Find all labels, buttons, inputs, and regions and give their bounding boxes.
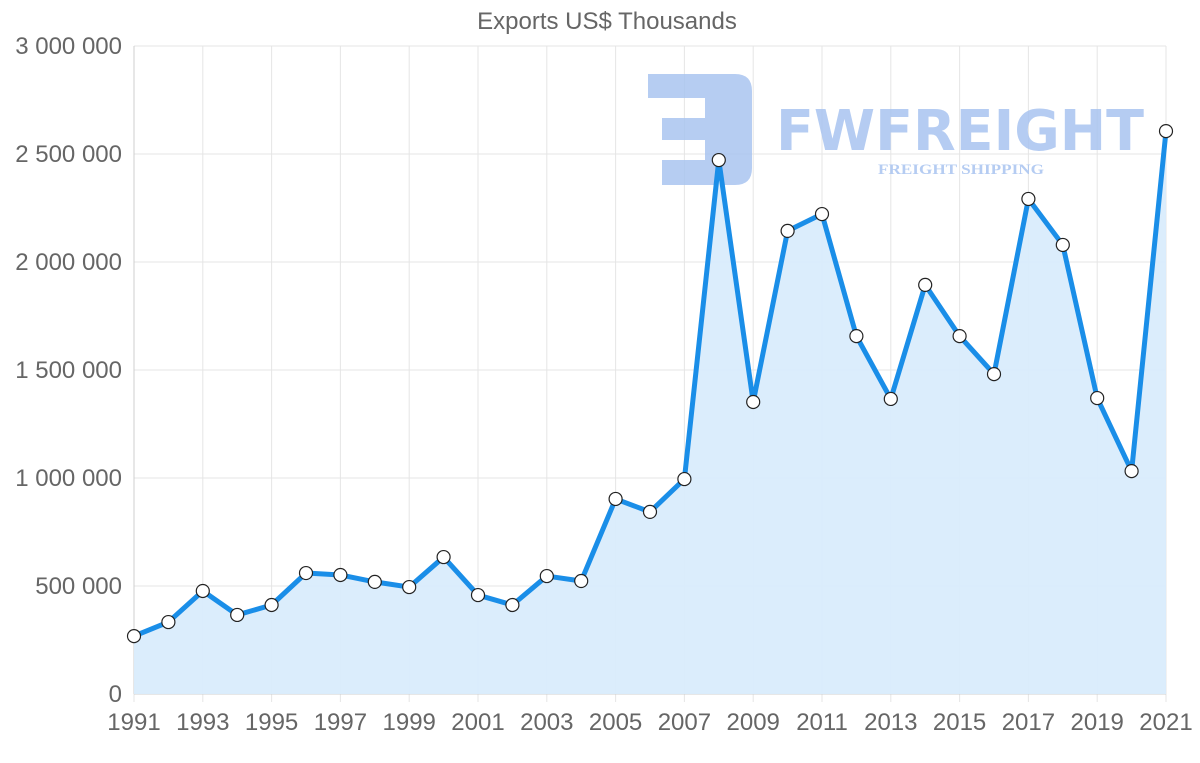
x-tick-label: 1993 xyxy=(176,709,229,736)
y-tick-label: 0 xyxy=(109,681,122,708)
data-point-2018[interactable] xyxy=(1055,237,1070,253)
x-tick-label: 2003 xyxy=(520,709,573,736)
data-point-2020[interactable] xyxy=(1124,463,1139,479)
watermark-brand: FWFREIGHT xyxy=(776,99,1144,164)
data-point-2009[interactable] xyxy=(746,394,761,410)
data-point-1995[interactable] xyxy=(264,597,279,613)
x-tick-label: 1997 xyxy=(314,709,367,736)
data-point-2011[interactable] xyxy=(814,206,830,222)
y-tick-label: 2 500 000 xyxy=(15,141,122,168)
x-tick-label: 2015 xyxy=(933,709,986,736)
data-point-2001[interactable] xyxy=(470,587,486,603)
data-point-1993[interactable] xyxy=(195,583,210,599)
x-tick-label: 2017 xyxy=(1002,709,1055,736)
x-tick-label: 2009 xyxy=(727,709,780,736)
data-point-2012[interactable] xyxy=(849,328,864,344)
y-tick-label: 2 000 000 xyxy=(15,249,122,276)
data-point-2000[interactable] xyxy=(436,549,451,565)
y-tick-label: 500 000 xyxy=(35,573,122,600)
data-point-2003[interactable] xyxy=(539,568,554,584)
data-point-2016[interactable] xyxy=(986,367,1002,382)
data-point-1991[interactable] xyxy=(126,629,142,644)
data-point-1992[interactable] xyxy=(161,614,176,630)
x-tick-label: 2005 xyxy=(589,709,642,736)
data-point-2021[interactable] xyxy=(1158,124,1174,139)
x-tick-label: 2021 xyxy=(1139,709,1192,736)
area-fill xyxy=(134,131,1166,694)
data-point-1997[interactable] xyxy=(333,567,348,583)
data-point-1996[interactable] xyxy=(298,565,314,581)
data-point-2002[interactable] xyxy=(505,597,520,613)
data-point-1999[interactable] xyxy=(402,579,417,595)
data-point-1998[interactable] xyxy=(367,574,382,589)
data-points xyxy=(126,124,1174,644)
y-tick-label: 1 000 000 xyxy=(15,465,122,492)
data-point-2014[interactable] xyxy=(918,277,933,292)
data-point-2010[interactable] xyxy=(780,223,795,238)
data-point-1994[interactable] xyxy=(230,607,245,623)
data-point-2007[interactable] xyxy=(677,471,692,487)
data-point-2005[interactable] xyxy=(608,491,623,507)
x-tick-label: 2001 xyxy=(451,709,504,736)
chart-title: Exports US$ Thousands xyxy=(477,8,737,35)
data-point-2013[interactable] xyxy=(883,391,898,407)
data-point-2019[interactable] xyxy=(1090,390,1105,406)
watermark-tagline: FREIGHT SHIPPING xyxy=(878,162,1044,178)
data-point-2015[interactable] xyxy=(952,328,967,344)
data-point-2008[interactable] xyxy=(711,152,726,168)
y-tick-label: 1 500 000 xyxy=(15,357,122,384)
fw-logo-icon xyxy=(648,74,752,185)
y-tick-label: 3 000 000 xyxy=(15,33,122,60)
watermark-logo: FWFREIGHT FREIGHT SHIPPING xyxy=(648,74,1144,185)
x-tick-label: 1999 xyxy=(383,709,436,736)
data-point-2017[interactable] xyxy=(1021,191,1036,207)
y-axis-labels: 0 500 000 1 000 000 1 500 000 2 000 000 2 500… xyxy=(15,33,122,708)
x-tick-label: 2019 xyxy=(1071,709,1124,736)
data-point-2006[interactable] xyxy=(642,504,658,520)
x-tick-label: 2007 xyxy=(658,709,711,736)
x-tick-label: 2011 xyxy=(796,709,848,736)
x-axis-labels: 1991 1993 1995 1997 1999 2001 2003 2005 2007 2009… xyxy=(107,709,1192,736)
x-tick-label: 1995 xyxy=(245,709,298,736)
x-tick-label: 2013 xyxy=(864,709,917,736)
data-point-2004[interactable] xyxy=(574,573,589,589)
x-tick-label: 1991 xyxy=(107,709,160,736)
